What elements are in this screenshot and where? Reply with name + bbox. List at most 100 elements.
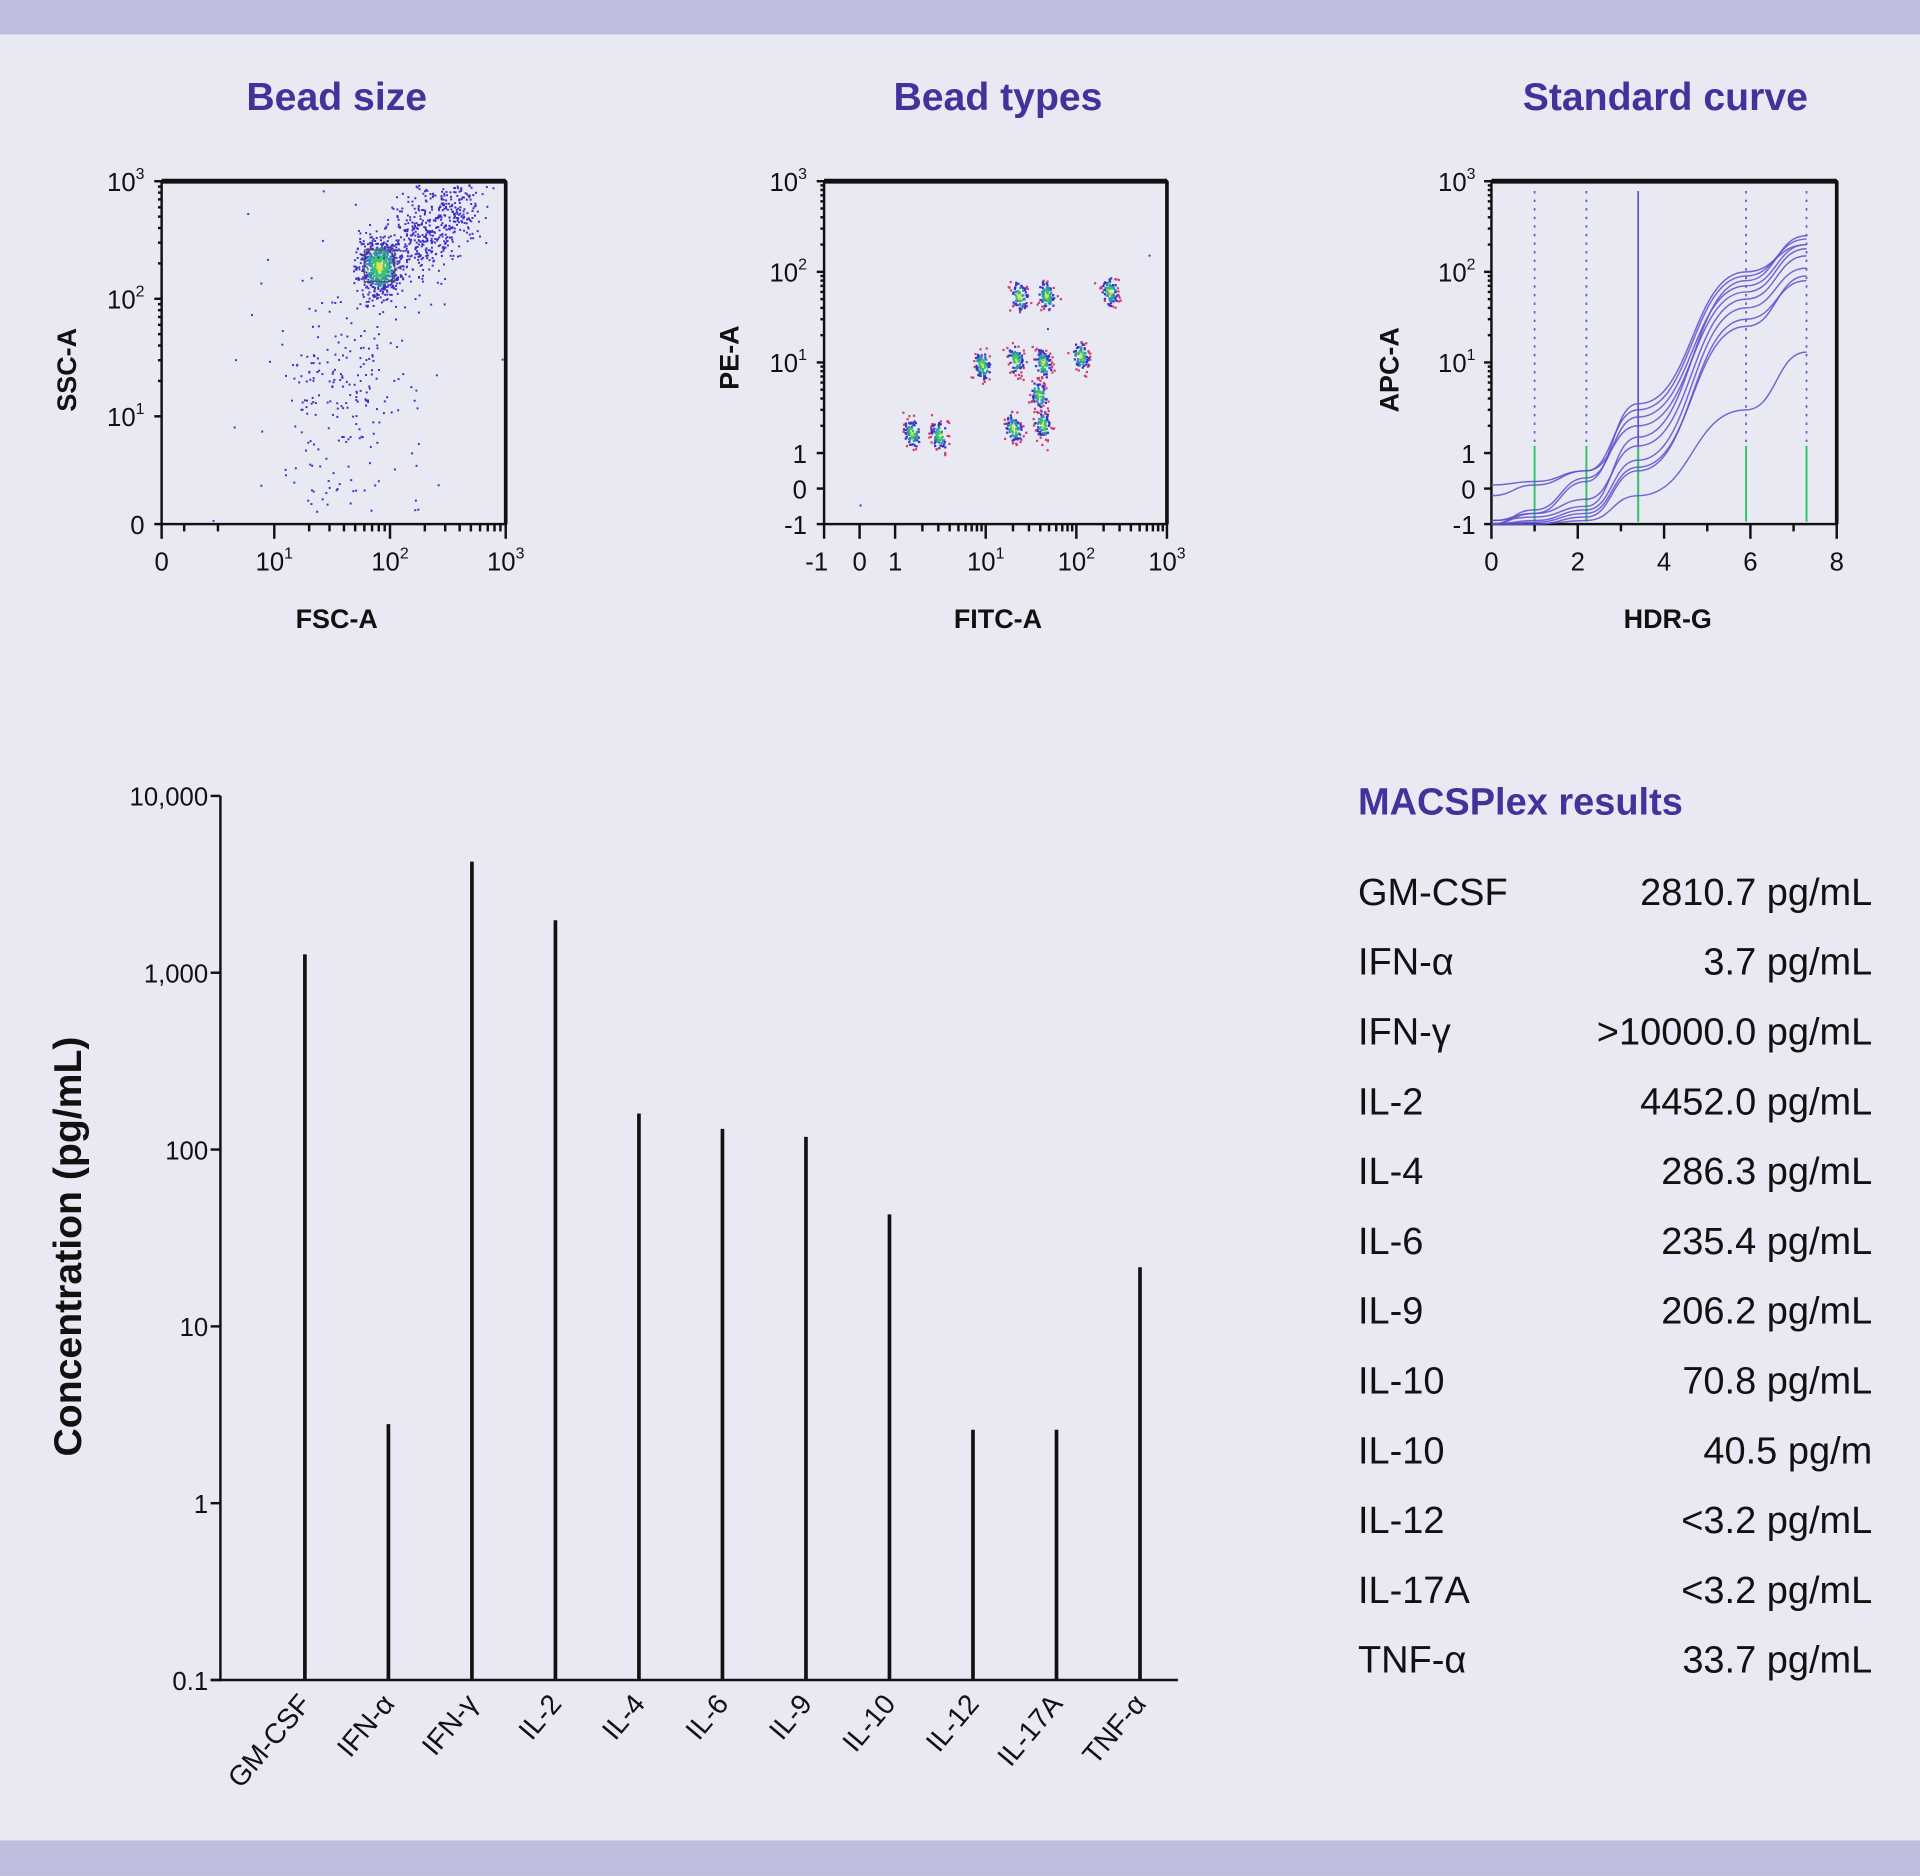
event-dot — [1040, 370, 1043, 373]
event-dot — [318, 369, 321, 372]
event-dot — [420, 263, 423, 266]
event-dot — [381, 282, 383, 285]
event-dot — [439, 214, 442, 217]
event-dot — [380, 256, 383, 259]
event-dot — [1028, 401, 1031, 404]
event-dot — [312, 379, 315, 382]
event-dot — [359, 253, 362, 256]
tick-exponent: 3 — [136, 166, 145, 183]
event-dot — [396, 249, 399, 252]
event-dot — [336, 415, 339, 418]
event-dot — [460, 189, 463, 192]
event-dot — [982, 378, 986, 381]
event-dot — [944, 451, 947, 455]
event-dot — [361, 436, 364, 439]
event-dot — [405, 219, 408, 222]
event-dot — [904, 422, 907, 425]
x-tick-label: 101 — [967, 545, 1005, 576]
event-dot — [469, 198, 472, 201]
event-dot — [311, 464, 314, 467]
event-dot — [1039, 409, 1043, 412]
event-dot — [463, 208, 466, 211]
event-dot — [350, 479, 353, 482]
event-dot — [441, 235, 444, 238]
event-dot — [422, 268, 425, 271]
event-dot — [1080, 341, 1083, 344]
event-dot — [365, 399, 368, 402]
event-dot — [984, 353, 987, 356]
event-dot — [1019, 366, 1022, 370]
event-dot — [317, 448, 320, 451]
event-dot — [1109, 300, 1112, 303]
event-dot — [1042, 433, 1045, 436]
event-dot — [366, 252, 369, 255]
event-dot — [364, 256, 367, 259]
event-dot — [472, 237, 475, 240]
event-dot — [1041, 366, 1044, 369]
event-dot — [1021, 305, 1024, 308]
event-dot — [1044, 303, 1047, 306]
event-dot — [1022, 289, 1025, 292]
event-dot — [1037, 433, 1040, 436]
cytokine-value: <3.2 pg/mL — [1681, 1498, 1873, 1542]
event-dot — [1009, 361, 1012, 364]
event-dot — [1048, 298, 1051, 301]
event-dot — [1011, 354, 1014, 358]
event-dot — [1037, 383, 1040, 386]
event-dot — [379, 250, 382, 253]
event-dot — [390, 283, 393, 286]
event-dot — [417, 239, 420, 242]
event-dot — [417, 207, 420, 210]
y-tick-label: 102 — [769, 256, 807, 287]
event-dot — [1044, 372, 1047, 376]
event-dot — [377, 283, 380, 286]
event-dot — [373, 264, 376, 267]
event-dot — [972, 376, 975, 379]
event-dot — [308, 371, 311, 374]
event-dot — [325, 492, 328, 494]
event-dot — [1074, 343, 1078, 346]
event-dot — [426, 252, 429, 255]
event-dot — [366, 259, 369, 262]
event-dot — [1079, 356, 1083, 359]
event-dot — [454, 220, 457, 223]
event-dot — [378, 369, 380, 371]
event-dot — [443, 194, 446, 197]
event-dot — [355, 423, 358, 426]
event-dot — [440, 282, 443, 285]
x-category-label: IL-12 — [920, 1688, 985, 1757]
event-dot — [381, 269, 384, 272]
event-dot — [325, 457, 328, 460]
event-dot — [411, 234, 414, 237]
event-dot — [418, 184, 421, 187]
event-dot — [393, 264, 395, 267]
event-dot — [944, 454, 947, 457]
event-dot — [1044, 295, 1047, 298]
event-dot — [1026, 295, 1029, 299]
event-dot — [1114, 298, 1117, 301]
event-dot — [428, 211, 431, 214]
event-dot — [375, 408, 378, 411]
event-dot — [353, 383, 356, 386]
event-dot — [1085, 356, 1089, 359]
event-dot — [1038, 383, 1042, 386]
event-dot — [405, 247, 408, 250]
event-dot — [389, 279, 392, 282]
event-dot — [394, 285, 397, 287]
event-dot — [439, 234, 442, 237]
event-dot — [1045, 349, 1048, 352]
event-dot — [1036, 428, 1039, 431]
event-dot — [1025, 431, 1028, 434]
event-dot — [346, 406, 349, 409]
event-dot — [1111, 287, 1114, 290]
event-dot — [328, 486, 331, 489]
event-dot — [386, 264, 389, 267]
event-dot — [414, 226, 417, 229]
event-dot — [326, 361, 329, 364]
event-dot — [1036, 376, 1039, 380]
event-dot — [439, 244, 442, 247]
event-dot — [372, 277, 375, 280]
y-tick-label: -1 — [784, 512, 807, 540]
event-dot — [1043, 424, 1047, 427]
event-dot — [392, 270, 395, 273]
